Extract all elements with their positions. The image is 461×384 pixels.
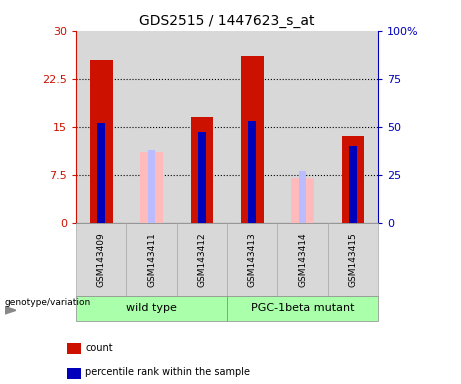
Text: GSM143415: GSM143415: [349, 232, 357, 286]
Text: GSM143413: GSM143413: [248, 232, 257, 286]
Bar: [299, 171, 306, 223]
Bar: [140, 152, 163, 223]
Title: GDS2515 / 1447623_s_at: GDS2515 / 1447623_s_at: [139, 14, 315, 28]
Text: GSM143409: GSM143409: [97, 232, 106, 286]
Bar: [248, 121, 256, 223]
Text: count: count: [85, 343, 113, 353]
Bar: [278, 31, 328, 223]
Bar: [342, 136, 364, 223]
Bar: [291, 178, 314, 223]
Text: wild type: wild type: [126, 303, 177, 313]
Text: GSM143412: GSM143412: [197, 232, 207, 286]
Bar: [90, 60, 112, 223]
Bar: [227, 31, 278, 223]
Bar: [198, 132, 206, 223]
Text: genotype/variation: genotype/variation: [5, 298, 91, 307]
Text: GSM143414: GSM143414: [298, 232, 307, 286]
Text: PGC-1beta mutant: PGC-1beta mutant: [251, 303, 355, 313]
Text: percentile rank within the sample: percentile rank within the sample: [85, 367, 250, 377]
Bar: [97, 123, 105, 223]
Bar: [190, 117, 213, 223]
Bar: [328, 31, 378, 223]
Bar: [241, 56, 264, 223]
Bar: [148, 150, 155, 223]
Bar: [76, 31, 126, 223]
Bar: [349, 146, 357, 223]
Text: GSM143411: GSM143411: [147, 232, 156, 286]
Bar: [126, 31, 177, 223]
Bar: [177, 31, 227, 223]
Polygon shape: [5, 306, 16, 314]
